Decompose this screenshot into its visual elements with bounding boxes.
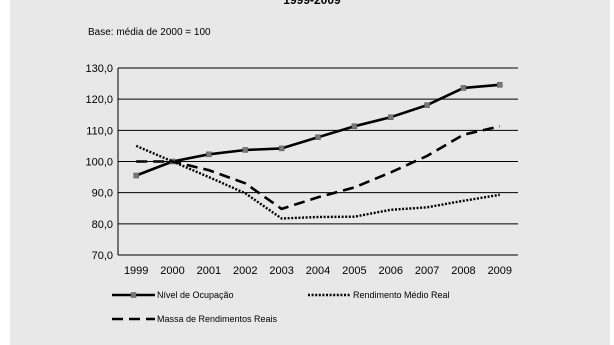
x-tick-label: 2006: [378, 265, 402, 277]
y-tick-label: 100,0: [85, 157, 113, 169]
x-tick-label: 2005: [342, 265, 366, 277]
x-tick-label: 2008: [451, 265, 475, 277]
legend-marker: [130, 292, 137, 298]
gridlines: [118, 67, 518, 256]
data-point-marker: [460, 85, 467, 91]
x-tick-label: 2003: [269, 265, 293, 277]
legend-label: Rendimento Médio Real: [353, 290, 450, 300]
x-tick-label: 2002: [233, 265, 257, 277]
data-point-marker: [351, 123, 358, 130]
legend: Nível de Ocupação Rendimento Médio Real Ma…: [112, 290, 450, 324]
x-tick-label: 1999: [124, 265, 148, 277]
x-tick-label: 2001: [197, 265, 221, 277]
y-tick-labels: 70,0 80,0 90,0 100,0 110,0 120,0 130,0: [85, 63, 113, 262]
x-tick-label: 2004: [306, 265, 330, 277]
data-point-marker: [424, 102, 430, 108]
data-point-marker: [387, 114, 394, 120]
x-tick-label: 2009: [488, 265, 512, 277]
series-line-dotted: [135, 144, 500, 220]
x-tick-labels: 1999 2000 2001 2002 2003 2004 2005 2006 2007 2008…: [124, 265, 512, 277]
y-tick-label: 120,0: [85, 94, 113, 106]
x-tick-label: 2007: [415, 265, 439, 277]
base-annotation: Base: média de 2000 = 100: [88, 27, 211, 38]
x-tick-label: 2000: [160, 265, 184, 277]
legend-label: Nível de Ocupação: [157, 290, 234, 300]
chart-title: 1999-2009: [283, 0, 341, 7]
y-tick-label: 90,0: [92, 188, 113, 200]
y-tick-label: 70,0: [92, 250, 113, 262]
y-tick-label: 130,0: [85, 63, 113, 75]
data-point-marker: [315, 134, 321, 140]
data-point-marker: [278, 145, 285, 152]
y-tick-label: 80,0: [92, 219, 113, 231]
data-point-marker: [133, 172, 139, 179]
data-point-marker: [497, 82, 503, 88]
axes: [117, 68, 518, 256]
chart-panel: 1999-2009 Base: média de 2000 = 100 70,0…: [10, 0, 610, 345]
legend-label: Massa de Rendimentos Reais: [157, 314, 278, 324]
line-chart: 1999-2009 Base: média de 2000 = 100 70,0…: [85, 0, 518, 324]
y-tick-label: 110,0: [86, 125, 113, 137]
data-point-marker: [206, 151, 212, 158]
series-line-dashed: [136, 125, 501, 211]
series-lines: [133, 82, 503, 220]
data-point-marker: [242, 147, 249, 153]
